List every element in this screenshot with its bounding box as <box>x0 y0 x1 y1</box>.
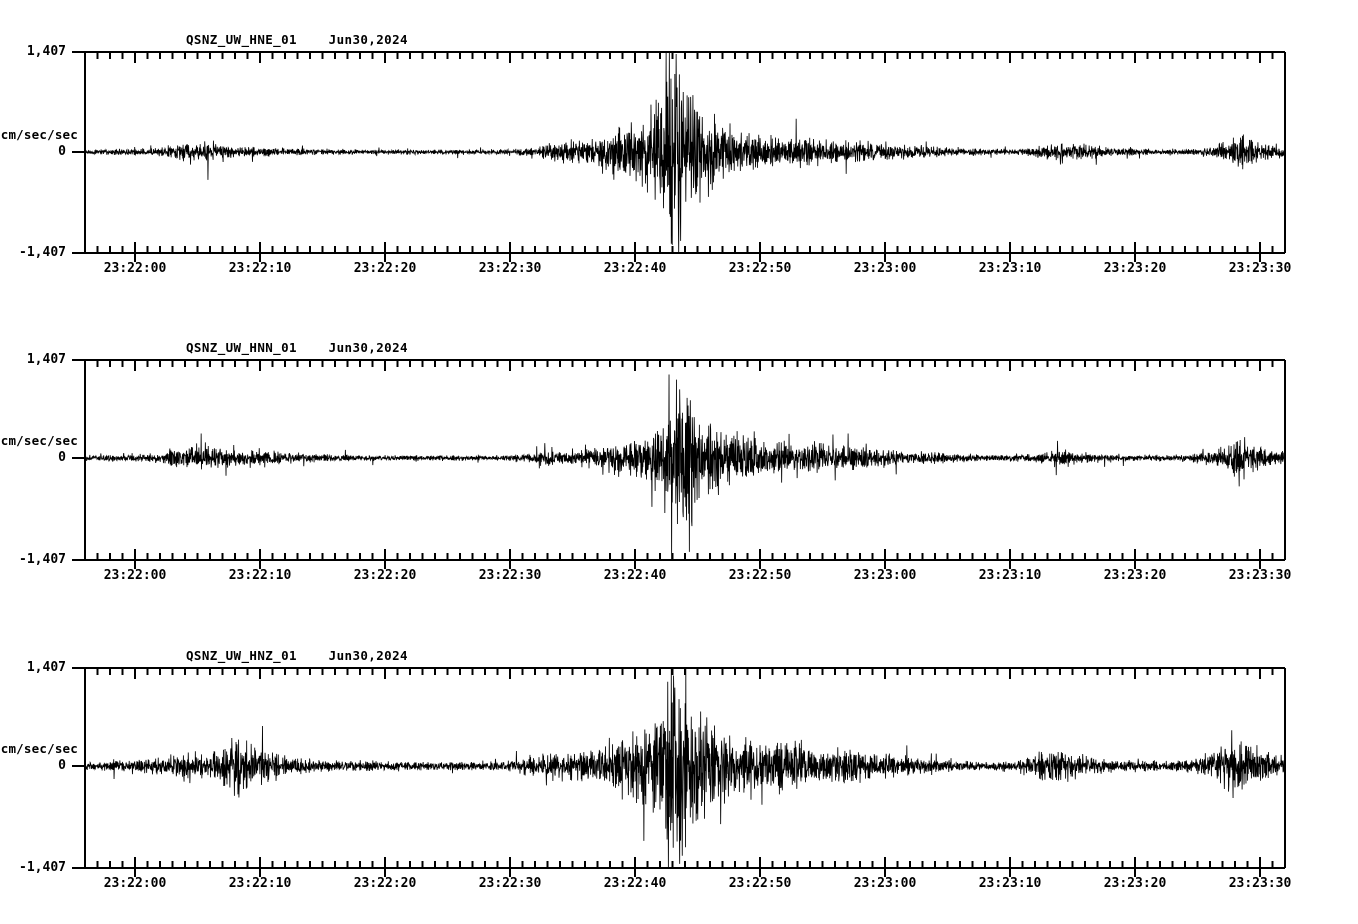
x-tick-label: 23:23:20 <box>1103 261 1167 276</box>
x-tick-label: 23:22:00 <box>103 876 167 891</box>
x-tick-label: 23:22:10 <box>228 876 292 891</box>
plot-frame <box>84 359 1286 561</box>
panel-title: QSNZ_UW_HNZ_01 Jun30,2024 <box>186 648 408 663</box>
y-tick-label-zero: 0 <box>58 450 66 465</box>
x-tick-label: 23:22:50 <box>728 568 792 583</box>
x-tick-label: 23:23:30 <box>1228 876 1292 891</box>
panel-title: QSNZ_UW_HNE_01 Jun30,2024 <box>186 32 408 47</box>
x-tick-label: 23:22:30 <box>478 876 542 891</box>
record-date-label: Jun30,2024 <box>328 32 408 47</box>
y-axis-unit-label: cm/sec/sec <box>0 741 78 756</box>
y-axis-extent-ticks <box>72 667 85 869</box>
x-tick-label: 23:22:20 <box>353 876 417 891</box>
y-tick-label-min: -1,407 <box>19 552 66 567</box>
x-tick-label: 23:22:00 <box>103 261 167 276</box>
x-tick-label: 23:22:10 <box>228 568 292 583</box>
seismic-trace <box>84 667 1286 869</box>
x-tick-label: 23:23:20 <box>1103 876 1167 891</box>
seismic-trace <box>84 51 1286 254</box>
plot-frame <box>84 667 1286 869</box>
station-channel-label: QSNZ_UW_HNZ_01 <box>186 648 297 663</box>
waveform-plot-area <box>72 51 1286 262</box>
x-tick-label: 23:23:00 <box>853 876 917 891</box>
y-axis-extent-ticks <box>72 359 85 561</box>
x-tick-label: 23:22:40 <box>603 876 667 891</box>
x-tick-label: 23:22:20 <box>353 261 417 276</box>
x-tick-label: 23:22:00 <box>103 568 167 583</box>
station-channel-label: QSNZ_UW_HNN_01 <box>186 340 297 355</box>
y-axis-unit-label: cm/sec/sec <box>0 433 78 448</box>
x-axis-ticks <box>84 360 1286 569</box>
plot-frame <box>84 51 1286 254</box>
waveform-plot-area <box>72 359 1286 569</box>
y-tick-label-max: 1,407 <box>26 660 66 675</box>
seismic-trace <box>84 374 1286 561</box>
x-tick-label: 23:22:10 <box>228 261 292 276</box>
x-tick-label: 23:23:10 <box>978 261 1042 276</box>
x-tick-label: 23:23:30 <box>1228 568 1292 583</box>
x-tick-label: 23:22:50 <box>728 876 792 891</box>
x-tick-label: 23:23:10 <box>978 876 1042 891</box>
x-tick-label: 23:23:30 <box>1228 261 1292 276</box>
x-tick-label: 23:23:00 <box>853 261 917 276</box>
y-axis-extent-ticks <box>72 51 85 254</box>
y-tick-label-max: 1,407 <box>26 352 66 367</box>
x-tick-label: 23:23:20 <box>1103 568 1167 583</box>
x-axis-ticks <box>84 52 1286 262</box>
waveform-plot-area <box>72 667 1286 877</box>
y-axis-unit-label: cm/sec/sec <box>0 127 78 142</box>
record-date-label: Jun30,2024 <box>328 648 408 663</box>
record-date-label: Jun30,2024 <box>328 340 408 355</box>
x-tick-label: 23:22:40 <box>603 261 667 276</box>
y-tick-label-min: -1,407 <box>19 245 66 260</box>
x-tick-label: 23:23:00 <box>853 568 917 583</box>
y-tick-label-zero: 0 <box>58 144 66 159</box>
y-tick-label-zero: 0 <box>58 758 66 773</box>
x-tick-label: 23:22:40 <box>603 568 667 583</box>
x-tick-label: 23:22:20 <box>353 568 417 583</box>
x-tick-label: 23:22:30 <box>478 261 542 276</box>
x-tick-label: 23:22:30 <box>478 568 542 583</box>
station-channel-label: QSNZ_UW_HNE_01 <box>186 32 297 47</box>
y-tick-label-min: -1,407 <box>19 860 66 875</box>
x-axis-ticks <box>84 668 1286 877</box>
x-tick-label: 23:22:50 <box>728 261 792 276</box>
x-tick-label: 23:23:10 <box>978 568 1042 583</box>
panel-title: QSNZ_UW_HNN_01 Jun30,2024 <box>186 340 408 355</box>
y-tick-label-max: 1,407 <box>26 44 66 59</box>
